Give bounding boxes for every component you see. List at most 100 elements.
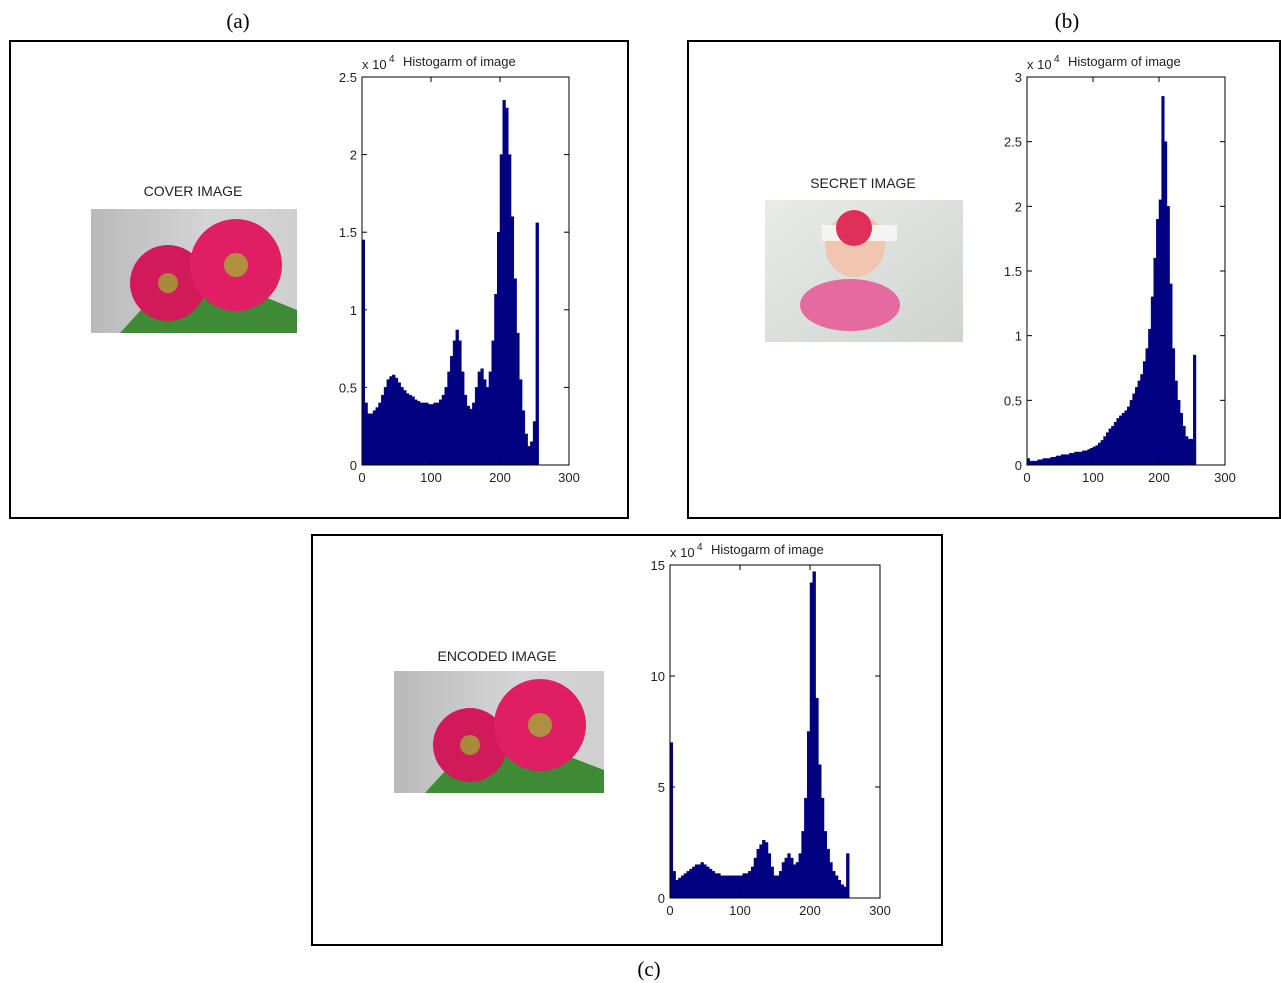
bar xyxy=(820,797,825,899)
bar xyxy=(1134,387,1139,466)
bar xyxy=(1174,380,1178,466)
bar xyxy=(513,278,517,466)
bar xyxy=(1071,453,1075,466)
bar xyxy=(447,371,451,466)
bar xyxy=(1177,400,1181,466)
bar xyxy=(815,697,819,899)
bar xyxy=(425,402,429,466)
y-tick-label: 0 xyxy=(658,891,665,906)
bar xyxy=(1182,425,1186,466)
bar xyxy=(1124,410,1128,466)
y-tick-label: 2 xyxy=(350,148,357,163)
bar xyxy=(1153,257,1157,466)
bar xyxy=(846,853,850,899)
panel-frame xyxy=(687,40,1281,519)
bar xyxy=(496,231,501,466)
bar xyxy=(728,875,732,899)
y-tick-label: 1 xyxy=(1015,329,1022,344)
bar xyxy=(485,387,490,466)
bar xyxy=(408,394,412,466)
bar xyxy=(505,107,509,466)
bar xyxy=(720,875,724,899)
bar xyxy=(1100,440,1104,466)
bar xyxy=(502,100,506,466)
bar xyxy=(837,879,842,899)
bar xyxy=(823,831,828,899)
bar xyxy=(1098,442,1102,466)
bar xyxy=(1187,438,1191,466)
x-tick-label: 100 xyxy=(420,470,442,485)
bar xyxy=(1068,453,1073,466)
bar xyxy=(784,857,788,899)
bar xyxy=(394,377,399,466)
bar xyxy=(714,873,718,899)
bar xyxy=(1076,451,1081,466)
bar xyxy=(762,840,766,899)
y-multiplier: x 10 xyxy=(1027,57,1052,72)
bar xyxy=(1053,456,1057,466)
bar xyxy=(370,413,374,466)
bar xyxy=(1055,455,1059,466)
bar xyxy=(1145,348,1149,466)
bar xyxy=(1042,458,1046,466)
bar xyxy=(416,401,421,466)
y-tick-label: 1.5 xyxy=(339,225,357,240)
bar xyxy=(386,379,390,466)
bar xyxy=(753,857,758,899)
bar xyxy=(1063,454,1067,466)
bar xyxy=(1111,425,1115,466)
bar xyxy=(1129,400,1133,466)
panel-frame xyxy=(9,40,629,519)
bar xyxy=(372,410,377,466)
bar xyxy=(1082,450,1086,466)
bar xyxy=(1171,348,1176,466)
bar xyxy=(510,216,515,466)
x-tick-label: 200 xyxy=(489,470,511,485)
bar xyxy=(450,356,454,466)
bar xyxy=(1084,450,1088,466)
bar xyxy=(1164,141,1168,466)
bar xyxy=(419,402,423,466)
secret-photo xyxy=(765,200,963,342)
bar xyxy=(1037,459,1041,466)
x-tick-label: 200 xyxy=(799,903,821,918)
x-tick-label: 100 xyxy=(729,903,751,918)
y-tick-label: 0 xyxy=(350,458,357,473)
bar xyxy=(494,294,498,466)
bar xyxy=(1169,283,1173,466)
bar xyxy=(452,340,457,466)
bar xyxy=(1161,96,1165,466)
bar xyxy=(759,844,763,899)
bar xyxy=(829,862,833,899)
bar xyxy=(1066,454,1070,466)
panel-frame xyxy=(311,534,943,946)
bar xyxy=(678,877,682,899)
y-multiplier: x 10 xyxy=(670,545,695,560)
chart-title: Histogarm of image xyxy=(403,54,516,69)
bar xyxy=(469,408,473,466)
y-tick-label: 2.5 xyxy=(1004,135,1022,150)
bar xyxy=(1074,451,1078,466)
x-tick-label: 300 xyxy=(869,903,891,918)
bar xyxy=(1142,361,1147,466)
x-tick-label: 300 xyxy=(558,470,580,485)
bar xyxy=(750,866,755,899)
bar xyxy=(389,376,393,466)
bar xyxy=(1193,354,1197,466)
bar xyxy=(731,875,735,899)
bar xyxy=(499,154,504,466)
bar xyxy=(367,413,371,466)
y-exponent: 4 xyxy=(389,54,395,65)
bar xyxy=(1047,458,1052,466)
bar xyxy=(474,387,479,466)
y-tick-label: 3 xyxy=(1015,70,1022,85)
bar xyxy=(480,368,484,466)
bar xyxy=(439,399,443,466)
bar xyxy=(804,797,808,899)
bar xyxy=(672,871,676,899)
bar xyxy=(427,404,432,466)
bar xyxy=(1079,451,1083,466)
chart-title: Histogarm of image xyxy=(711,542,824,557)
bar xyxy=(745,873,749,899)
bar xyxy=(381,394,385,466)
